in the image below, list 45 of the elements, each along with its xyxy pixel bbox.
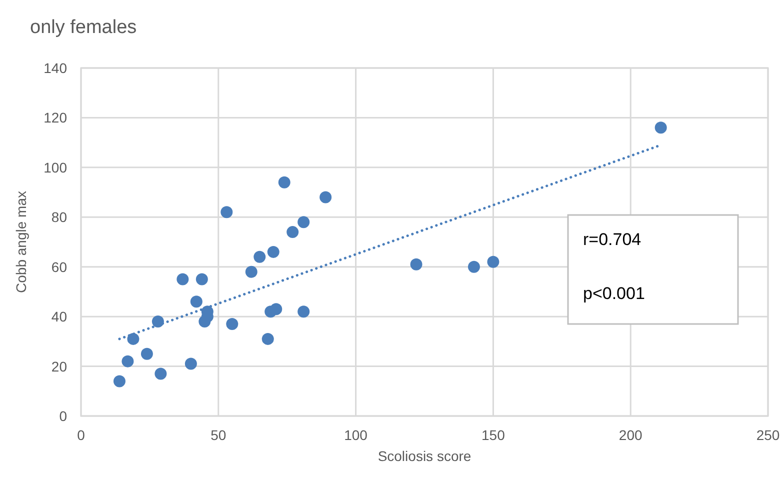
annotation: r=0.704	[583, 230, 642, 249]
x-axis-title: Scoliosis score	[378, 448, 472, 464]
y-tick-label: 20	[51, 358, 68, 374]
point	[152, 316, 164, 328]
point	[184, 358, 197, 370]
point	[654, 122, 667, 134]
point	[270, 303, 282, 316]
point	[320, 191, 332, 204]
point	[127, 332, 140, 345]
x-tick-label: 100	[344, 427, 368, 443]
point	[278, 176, 290, 188]
point	[245, 266, 258, 278]
point	[154, 368, 167, 380]
y-tick-label: 80	[51, 209, 68, 226]
point	[267, 246, 280, 258]
y-tick-label: 120	[44, 110, 68, 126]
x-tick-label: 200	[618, 427, 642, 443]
y-tick-label: 0	[59, 408, 68, 424]
y-tick-label: 60	[51, 258, 68, 275]
point	[220, 206, 233, 218]
point	[298, 216, 310, 228]
x-tick-label: 50	[210, 427, 226, 443]
point	[113, 375, 126, 388]
point	[176, 273, 189, 286]
x-tick-label: 0	[77, 427, 86, 443]
point	[196, 273, 208, 286]
chart-title: only females	[30, 17, 137, 38]
point	[262, 332, 274, 345]
point	[286, 226, 299, 238]
point	[254, 250, 266, 263]
point	[226, 318, 238, 330]
y-tick-label: 40	[51, 308, 68, 325]
point	[140, 348, 153, 360]
x-tick-label: 150	[482, 427, 506, 443]
y-axis-title: Cobb angle max	[13, 191, 29, 293]
point	[487, 256, 500, 268]
x-tick-label: 250	[756, 427, 780, 443]
y-tick-label: 140	[44, 60, 68, 76]
point	[190, 296, 202, 308]
point	[298, 306, 310, 318]
point	[410, 258, 422, 270]
point	[468, 260, 480, 273]
y-tick-label: 100	[44, 159, 68, 176]
annotation: p<0.001	[583, 284, 645, 303]
point	[122, 355, 134, 368]
